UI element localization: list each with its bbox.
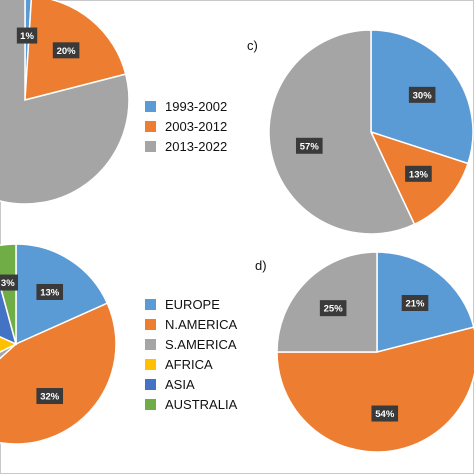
legend-swatch xyxy=(145,100,156,112)
data-label: 13% xyxy=(409,169,429,180)
data-label-background xyxy=(16,27,38,44)
data-label-background xyxy=(52,42,80,59)
pie-chart-d: 21% 54% 25% xyxy=(276,251,474,453)
legend-item: 1993-2002 xyxy=(145,96,227,116)
data-label: 32% xyxy=(40,392,60,403)
data-label: 3% xyxy=(1,278,15,289)
data-label-background xyxy=(0,274,18,291)
legend-label: AFRICA xyxy=(165,356,213,372)
legend-item: 2013-2022 xyxy=(145,136,227,156)
legend-item: 2003-2012 xyxy=(145,116,227,136)
legend-label: 2013-2022 xyxy=(165,138,228,154)
data-label: 21% xyxy=(405,299,425,310)
legend-label: ASIA xyxy=(165,376,195,392)
pie-chart-c: 30% 13% 57% xyxy=(268,29,474,235)
data-label-background xyxy=(401,295,429,312)
data-label-background xyxy=(408,86,436,103)
legend-swatch xyxy=(145,378,156,390)
legend-label: N.AMERICA xyxy=(165,316,238,332)
legend-item: AFRICA xyxy=(145,354,237,374)
pie-slice xyxy=(0,0,130,205)
legend-label: S.AMERICA xyxy=(165,336,237,352)
legend-label: AUSTRALIA xyxy=(165,396,238,412)
legend-item: S.AMERICA xyxy=(145,334,237,354)
pie-slice xyxy=(0,302,117,445)
legend-item: ASIA xyxy=(145,374,237,394)
legend-swatch xyxy=(145,298,156,310)
legend-swatch xyxy=(145,338,156,350)
pie-slice xyxy=(276,326,474,453)
legend-regions: EUROPE N.AMERICA S.AMERICA AFRICA ASIA AUSTRA… xyxy=(145,294,237,414)
panel-label-c: c) xyxy=(247,38,258,53)
data-label-background xyxy=(36,388,64,405)
data-label-background xyxy=(319,300,347,317)
data-label: 57% xyxy=(300,141,320,152)
legend-swatch xyxy=(145,120,156,132)
legend-label: 2003-2012 xyxy=(165,118,228,134)
legend-item: AUSTRALIA xyxy=(145,394,237,414)
data-label: 25% xyxy=(324,304,344,315)
data-label: 30% xyxy=(413,90,433,101)
pie-slice xyxy=(268,29,416,235)
pie-slice xyxy=(0,243,17,345)
data-label: 54% xyxy=(375,409,395,420)
data-label-background xyxy=(36,283,64,300)
pie-chart-a: 1%20%% xyxy=(0,0,130,205)
pie-slice xyxy=(0,336,18,353)
data-label-background xyxy=(295,137,323,154)
legend-swatch xyxy=(145,398,156,410)
data-label-background xyxy=(371,405,399,422)
data-label: 1% xyxy=(20,31,34,42)
panel-label-d: d) xyxy=(255,258,267,273)
legend-item: EUROPE xyxy=(145,294,237,314)
data-label: 20% xyxy=(57,46,77,57)
legend-swatch xyxy=(145,318,156,330)
legend-label: 1993-2002 xyxy=(165,98,228,114)
legend-swatch xyxy=(145,358,156,370)
data-label-background xyxy=(405,165,432,182)
legend-swatch xyxy=(145,140,156,152)
legend-periods: 1993-2002 2003-2012 2013-2022 xyxy=(145,96,227,156)
data-label: 13% xyxy=(40,287,60,298)
legend-label: EUROPE xyxy=(165,296,220,312)
legend-item: N.AMERICA xyxy=(145,314,237,334)
pie-chart-b: 13%32%3%10%3% xyxy=(0,243,117,445)
